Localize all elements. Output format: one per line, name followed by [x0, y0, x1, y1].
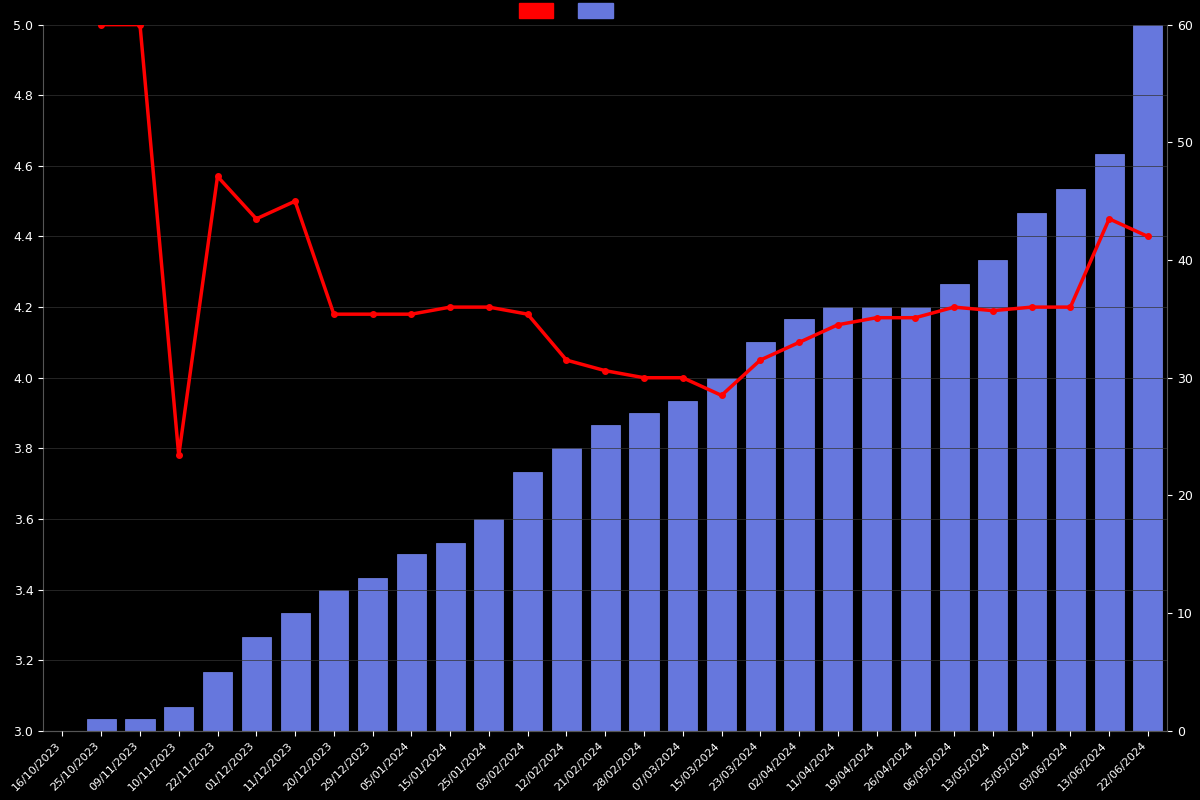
Bar: [203, 672, 232, 731]
Legend: , : ,: [518, 3, 624, 18]
Bar: [436, 542, 464, 731]
Bar: [590, 425, 619, 731]
Bar: [319, 590, 348, 731]
Bar: [940, 283, 968, 731]
Bar: [281, 613, 310, 731]
Bar: [862, 307, 892, 731]
Bar: [1056, 190, 1085, 731]
Bar: [241, 637, 271, 731]
Bar: [745, 342, 775, 731]
Bar: [474, 519, 504, 731]
Bar: [552, 448, 581, 731]
Bar: [978, 260, 1008, 731]
Bar: [707, 378, 736, 731]
Bar: [901, 307, 930, 731]
Bar: [514, 472, 542, 731]
Bar: [86, 719, 115, 731]
Bar: [1134, 25, 1163, 731]
Bar: [126, 719, 155, 731]
Bar: [630, 413, 659, 731]
Bar: [1094, 154, 1123, 731]
Bar: [785, 319, 814, 731]
Bar: [358, 578, 388, 731]
Bar: [823, 307, 852, 731]
Bar: [397, 554, 426, 731]
Bar: [164, 707, 193, 731]
Bar: [668, 402, 697, 731]
Bar: [1018, 213, 1046, 731]
